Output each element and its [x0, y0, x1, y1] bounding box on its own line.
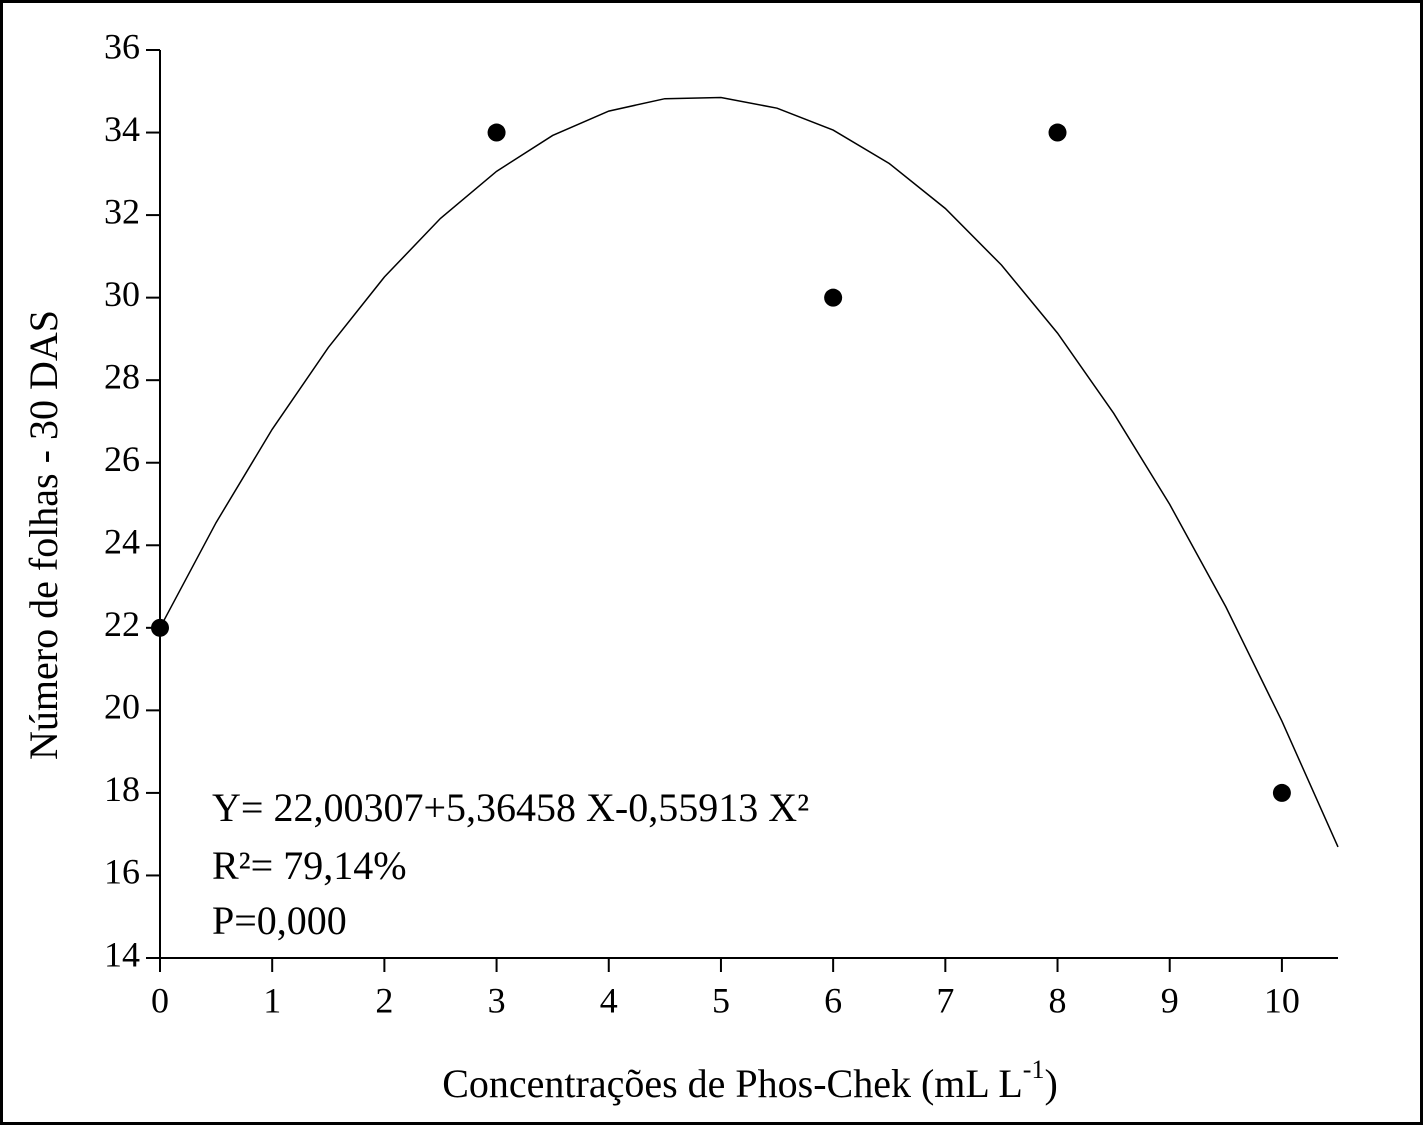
x-tick-label: 9: [1161, 980, 1179, 1020]
y-tick-label: 28: [104, 356, 140, 396]
data-point: [151, 618, 169, 637]
x-tick-label: 6: [824, 980, 842, 1020]
y-tick-label: 32: [104, 191, 140, 231]
y-tick-label: 22: [104, 604, 140, 644]
x-tick-label: 10: [1264, 980, 1300, 1020]
y-tick-label: 16: [104, 852, 140, 892]
x-tick-label: 2: [375, 980, 393, 1020]
data-point: [487, 123, 506, 142]
data-point: [824, 288, 843, 307]
x-tick-label: 8: [1049, 980, 1067, 1020]
y-tick-label: 34: [104, 109, 140, 149]
y-tick-label: 18: [104, 769, 140, 809]
data-point: [1272, 783, 1291, 802]
data-point: [1048, 123, 1067, 142]
x-axis-title-main: Concentrações de Phos-Chek (mL L: [442, 1061, 1023, 1106]
fit-curve: [159, 96, 1339, 848]
annotation: P=0,000: [212, 898, 347, 943]
x-tick-label: 4: [600, 980, 618, 1020]
x-tick-label: 5: [712, 980, 730, 1020]
y-tick-label: 30: [104, 274, 140, 314]
x-axis-title-end: ): [1044, 1061, 1057, 1106]
y-tick-label: 24: [104, 522, 140, 562]
annotation: R²= 79,14%: [212, 843, 407, 888]
y-tick-label: 14: [104, 934, 140, 974]
x-tick-label: 1: [263, 980, 281, 1020]
x-axis-title: Concentrações de Phos-Chek (mL L-1): [442, 1055, 1058, 1106]
x-tick-label: 3: [488, 980, 506, 1020]
y-tick-label: 20: [104, 687, 140, 727]
x-tick-label: 0: [151, 980, 169, 1020]
y-axis-title: Número de folhas - 30 DAS: [21, 310, 66, 760]
y-tick-label: 36: [104, 26, 140, 66]
x-tick-label: 7: [936, 980, 954, 1020]
annotation: Y= 22,00307+5,36458 X-0,55913 X²: [212, 785, 809, 830]
y-tick-label: 26: [104, 439, 140, 479]
x-axis-title-sup: -1: [1023, 1055, 1045, 1084]
